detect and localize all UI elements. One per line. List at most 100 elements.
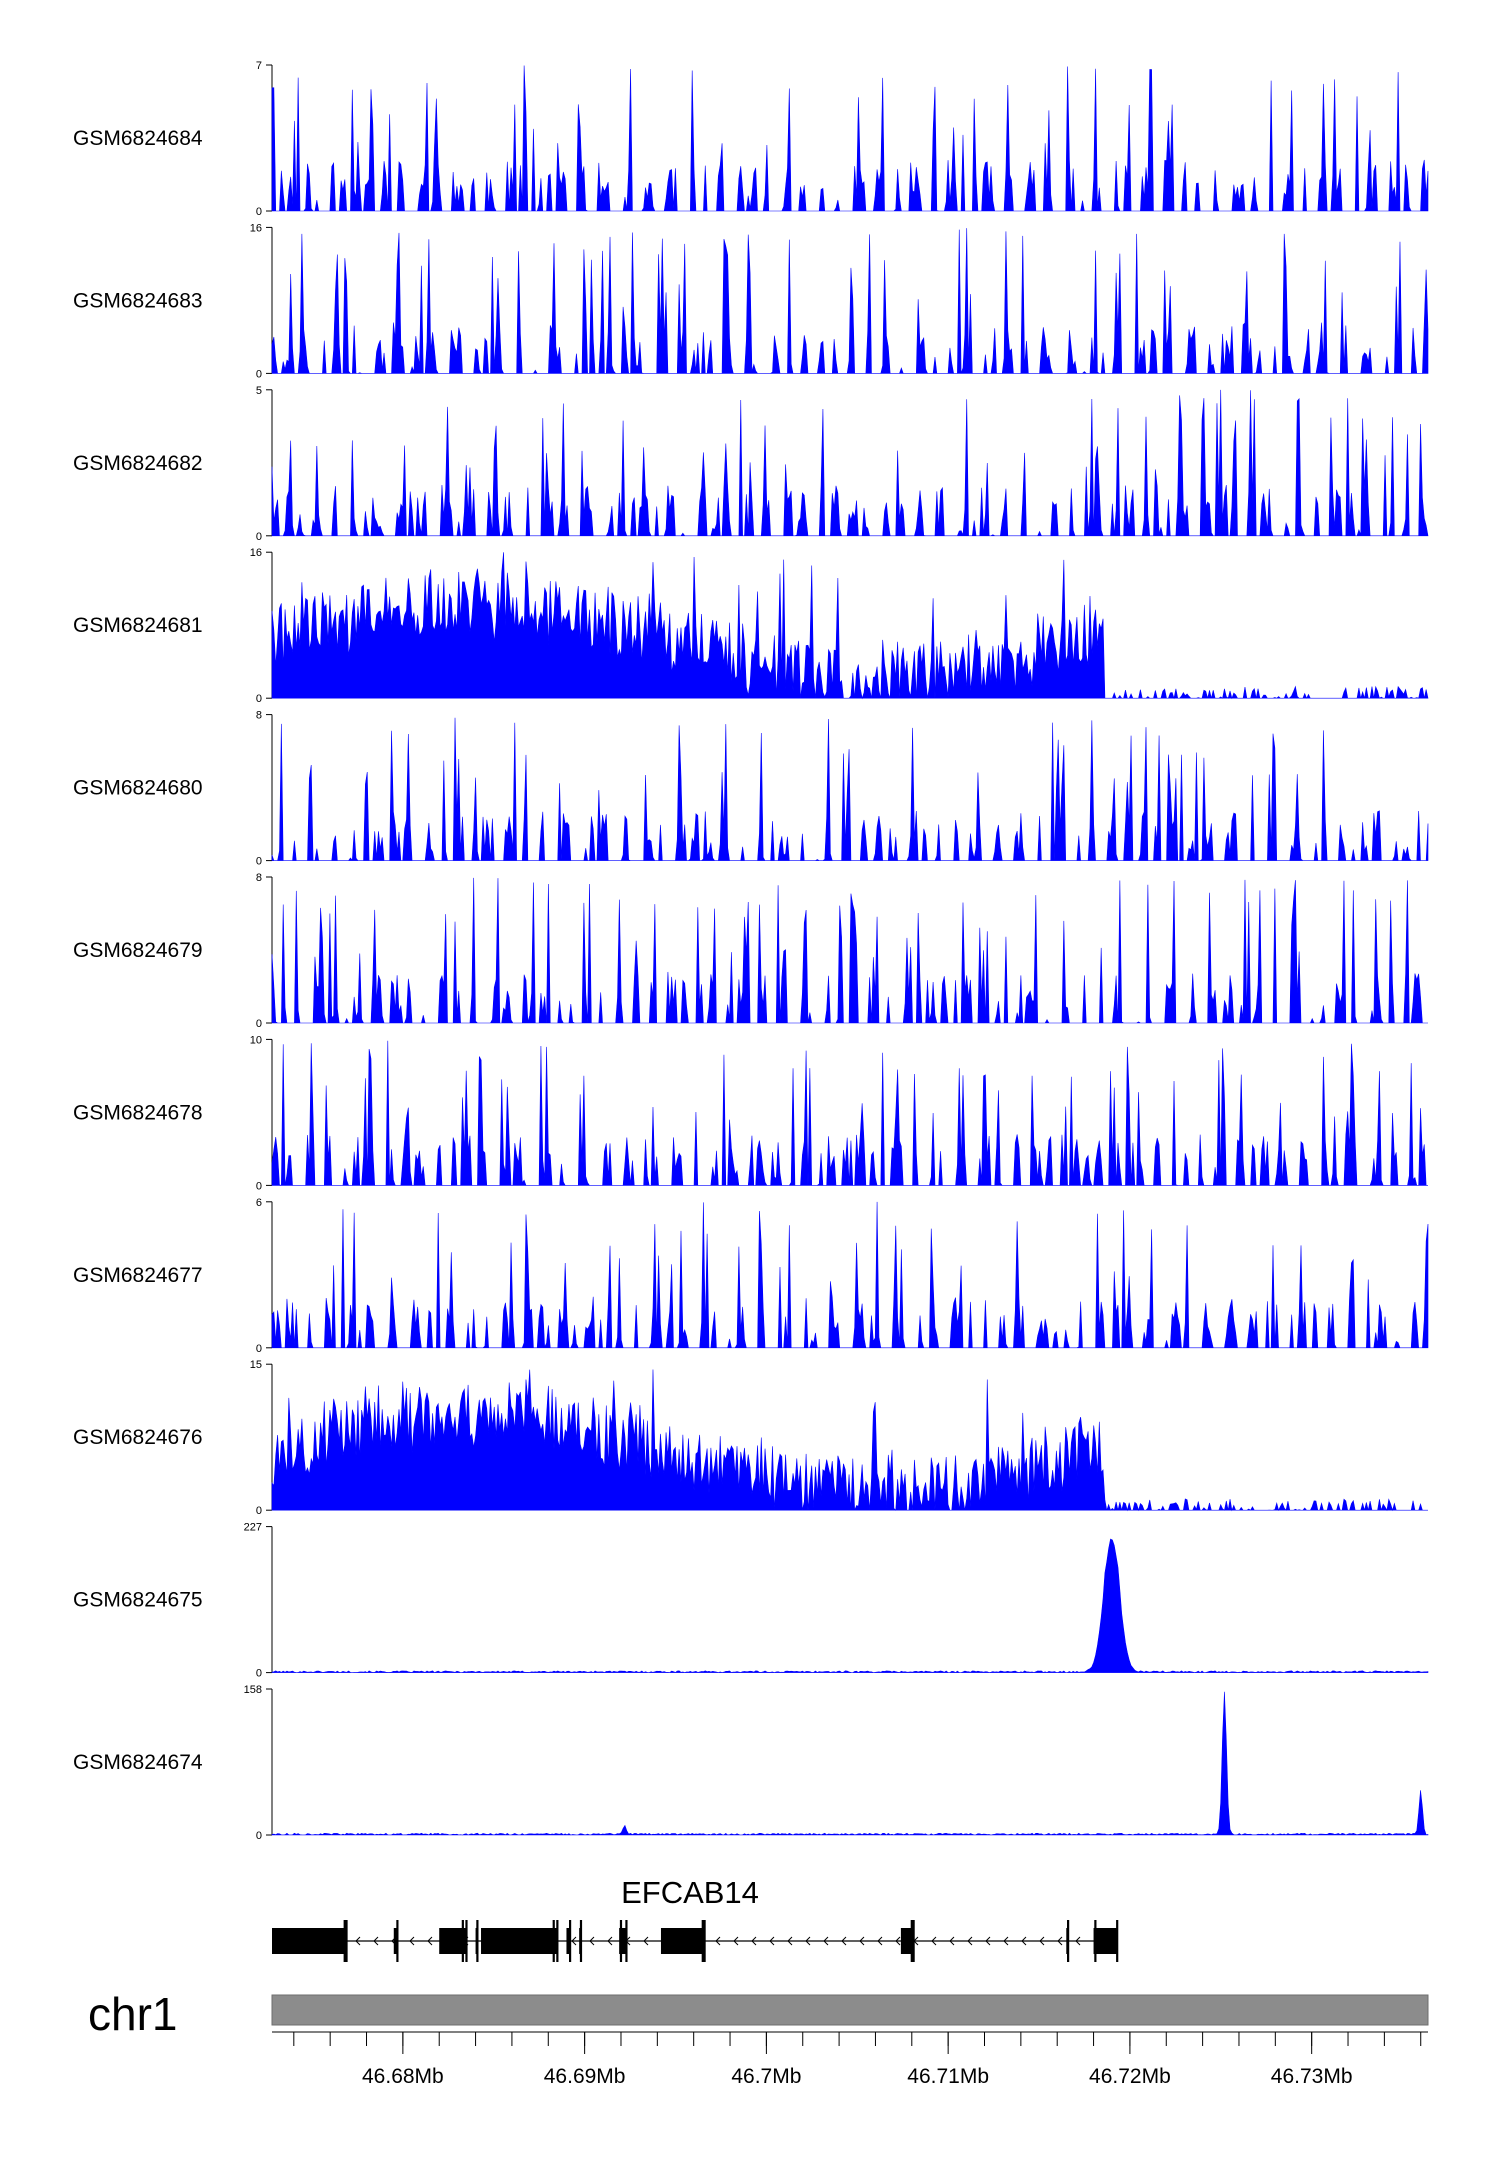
strand-arrow [589, 1936, 595, 1946]
y-zero-label: 0 [256, 1830, 262, 1842]
strand-arrow [841, 1936, 847, 1946]
gene-name-label: EFCAB14 [621, 1875, 759, 1910]
coverage-area [271, 1691, 1429, 1836]
gene-exon [1095, 1928, 1118, 1954]
gene-exon [566, 1928, 571, 1954]
track-gsm6824677: GSM6824677 6 0 [73, 1197, 1429, 1355]
track-label: GSM6824684 [73, 127, 203, 150]
x-tick-label: 46.73Mb [1271, 2065, 1353, 2088]
y-max-label: 7 [256, 60, 262, 72]
strand-arrow [805, 1936, 811, 1946]
track-gsm6824678: GSM6824678 10 0 [73, 1034, 1428, 1192]
y-zero-label: 0 [256, 693, 262, 705]
coverage-area [271, 1040, 1428, 1186]
coverage-area [271, 1369, 1428, 1512]
y-zero-label: 0 [256, 206, 262, 218]
gene-track: EFCAB14 [272, 1875, 1119, 1962]
track-gsm6824683: GSM6824683 16 0 [73, 222, 1429, 380]
gene-exon [553, 1928, 558, 1954]
track-gsm6824680: GSM6824680 8 0 [73, 710, 1429, 868]
strand-arrow [877, 1936, 883, 1946]
y-zero-label: 0 [256, 1180, 262, 1192]
strand-arrow [859, 1936, 865, 1946]
y-max-label: 10 [250, 1034, 262, 1046]
strand-arrow [733, 1936, 739, 1946]
track-label: GSM6824679 [73, 939, 203, 962]
track-gsm6824681: GSM6824681 16 0 [73, 547, 1429, 705]
gene-exon [272, 1928, 345, 1954]
coverage-area [271, 1538, 1429, 1673]
strand-arrow [895, 1936, 901, 1946]
chromosome-label: chr1 [88, 1988, 177, 2040]
strand-arrow [769, 1936, 775, 1946]
coverage-area [271, 877, 1428, 1024]
coverage-area [271, 389, 1429, 537]
strand-arrow [355, 1936, 361, 1946]
strand-arrow [1021, 1936, 1027, 1946]
coverage-area [271, 1201, 1429, 1349]
strand-arrow [985, 1936, 991, 1946]
track-gsm6824682: GSM6824682 5 0 [73, 385, 1429, 543]
y-max-label: 5 [256, 385, 262, 397]
gene-exon [481, 1928, 554, 1954]
track-gsm6824675: GSM6824675 227 0 [73, 1522, 1429, 1680]
strand-arrow [409, 1936, 415, 1946]
strand-arrow [787, 1936, 793, 1946]
track-label: GSM6824678 [73, 1101, 203, 1124]
gene-exon [393, 1928, 398, 1954]
track-label: GSM6824676 [73, 1426, 203, 1449]
y-max-label: 8 [256, 710, 262, 722]
y-zero-label: 0 [256, 1668, 262, 1680]
track-label: GSM6824682 [73, 452, 203, 475]
coverage-area [271, 717, 1429, 861]
y-zero-label: 0 [256, 1018, 262, 1030]
strand-arrow [751, 1936, 757, 1946]
y-zero-label: 0 [256, 531, 262, 543]
x-tick-label: 46.68Mb [362, 2065, 444, 2088]
track-label: GSM6824681 [73, 614, 203, 637]
strand-arrow [949, 1936, 955, 1946]
coverage-area [271, 552, 1429, 700]
y-zero-label: 0 [256, 1343, 262, 1355]
strand-arrow [643, 1936, 649, 1946]
gene-exon [660, 1928, 703, 1954]
track-gsm6824676: GSM6824676 15 0 [73, 1359, 1428, 1517]
track-label: GSM6824680 [73, 777, 203, 800]
strand-arrow [571, 1936, 577, 1946]
coverage-area [271, 65, 1429, 212]
gene-exon [620, 1928, 627, 1954]
strand-arrow [1039, 1936, 1045, 1946]
y-max-label: 15 [250, 1359, 262, 1371]
gene-exon [900, 1928, 912, 1954]
track-label: GSM6824683 [73, 289, 203, 312]
track-label: GSM6824677 [73, 1264, 203, 1287]
y-max-label: 16 [250, 547, 262, 559]
track-label: GSM6824675 [73, 1589, 203, 1612]
y-max-label: 227 [244, 1522, 262, 1534]
track-gsm6824679: GSM6824679 8 0 [73, 872, 1428, 1030]
y-max-label: 16 [250, 222, 262, 234]
y-zero-label: 0 [256, 856, 262, 868]
genome-axis: chr1 46.68Mb 46.69Mb 46.7Mb 46.71Mb 46.72Mb 46… [88, 1988, 1429, 2088]
y-max-label: 8 [256, 872, 262, 884]
strand-arrow [823, 1936, 829, 1946]
track-label: GSM6824674 [73, 1751, 203, 1774]
coverage-area [271, 228, 1429, 374]
x-tick-label: 46.7Mb [731, 2065, 801, 2088]
strand-arrow [373, 1936, 379, 1946]
strand-arrow [607, 1936, 613, 1946]
strand-arrow [931, 1936, 937, 1946]
y-max-label: 6 [256, 1197, 262, 1209]
strand-arrow [1057, 1936, 1063, 1946]
chromosome-bar [271, 1994, 1429, 2026]
strand-arrow [427, 1936, 433, 1946]
y-zero-label: 0 [256, 1505, 262, 1517]
x-tick-label: 46.69Mb [544, 2065, 626, 2088]
strand-arrow [1075, 1936, 1081, 1946]
strand-arrow [715, 1936, 721, 1946]
track-gsm6824684: GSM6824684 7 0 [73, 60, 1429, 218]
gene-exon [439, 1928, 463, 1954]
strand-arrow [967, 1936, 973, 1946]
gene-exon [462, 1928, 467, 1954]
